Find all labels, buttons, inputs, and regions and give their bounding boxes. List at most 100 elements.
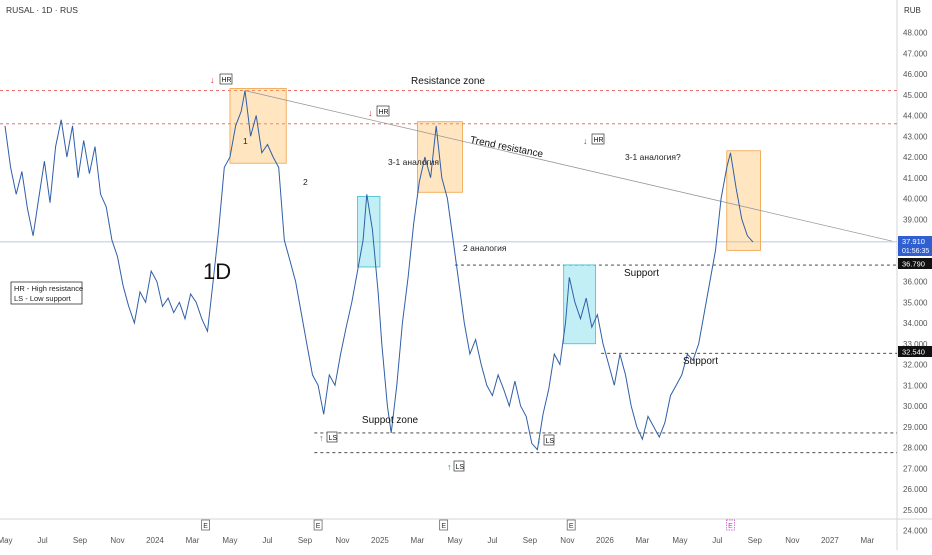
earnings-event-marker: E [569, 523, 574, 530]
currency-label: RUB [904, 6, 921, 15]
y-tick-label: 43.000 [903, 132, 928, 141]
x-tick-label: Mar [411, 536, 425, 545]
ls-tag-frame [326, 431, 338, 443]
y-tick-label: 30.000 [903, 402, 928, 411]
highlight-box-cyan [563, 264, 596, 345]
y-tick-label: 47.000 [903, 49, 928, 58]
support-price-tag: 36.790 [898, 258, 932, 269]
y-tick-label: 26.000 [903, 485, 928, 494]
x-tick-label: Jul [487, 536, 497, 545]
y-tick-label: 34.000 [903, 319, 928, 328]
x-tick-label: Sep [748, 536, 763, 545]
support-price-value: 36.790 [902, 260, 925, 269]
support-zone-label: Suppot zone [362, 415, 419, 426]
earnings-event-marker: E [441, 523, 446, 530]
y-tick-label: 44.000 [903, 112, 928, 121]
support-price-bg [898, 258, 932, 269]
hr-marker-1: ↓ HR [210, 73, 233, 85]
y-tick-label: 45.000 [903, 91, 928, 100]
ls-marker-2: ↑ LS [537, 434, 555, 446]
y-tick-label: 28.000 [903, 444, 928, 453]
legend-box: HR - High resistance LS - Low support [10, 281, 83, 305]
x-tick-label: Mar [860, 536, 874, 545]
analog-3-1-question-label: 3-1 аналогия? [625, 152, 681, 162]
horizontal-levels [0, 90, 897, 454]
hr-tag: HR [379, 109, 389, 116]
support-label-2: Support [683, 356, 718, 367]
y-tick-label: 46.000 [903, 70, 928, 79]
x-tick-label: Nov [335, 536, 349, 545]
y-tick-label: 41.000 [903, 174, 928, 183]
y-tick-label: 24.000 [903, 527, 928, 536]
chart-title: RUSAL · 1D · RUS [6, 5, 78, 15]
x-tick-label: May [672, 536, 687, 545]
hr-tag: HR [222, 77, 232, 84]
x-tick-label: Jul [712, 536, 722, 545]
x-tick-label: Jul [262, 536, 272, 545]
trendline-layer [244, 90, 892, 242]
y-tick-label: 25.000 [903, 506, 928, 515]
hr-tag-frame [376, 105, 390, 117]
x-tick-label: 2026 [596, 536, 614, 545]
earnings-event-frame [313, 519, 323, 531]
y-tick-label: 48.000 [903, 29, 928, 38]
x-tick-label: May [0, 536, 13, 545]
highlight-box-orange [726, 150, 761, 251]
support2-price-value: 32.540 [902, 348, 925, 357]
countdown-value: 01:56:35 [902, 248, 929, 255]
ls-marker-1: ↑ LS [319, 431, 338, 443]
x-tick-label: Nov [560, 536, 574, 545]
arrow-up-icon: ↑ [447, 462, 452, 472]
earnings-event-marker: E [316, 523, 321, 530]
legend-frame [10, 281, 83, 305]
price-axis[interactable]: 48.000 47.000 46.000 45.000 44.000 43.000 42.0… [903, 29, 928, 536]
x-tick-label: 2024 [146, 536, 164, 545]
last-price-bg [898, 236, 932, 256]
x-tick-label: Mar [186, 536, 200, 545]
trend-resistance-line [244, 90, 892, 242]
arrow-up-icon: ↑ [537, 435, 542, 445]
resistance-zone-label: Resistance zone [411, 76, 485, 87]
hr-marker-2: ↓ HR [368, 105, 390, 118]
earnings-event-frame [566, 519, 576, 531]
future-event-marker: E [728, 523, 733, 530]
label-1: 1 [243, 136, 248, 146]
x-tick-label: 2027 [821, 536, 839, 545]
y-tick-label: 32.000 [903, 361, 928, 370]
ls-tag: LS [329, 435, 338, 442]
earnings-event-frame [439, 519, 449, 531]
last-price-value: 37.910 [902, 237, 925, 246]
x-tick-label: 2025 [371, 536, 389, 545]
support-label-1: Support [624, 268, 659, 279]
earnings-event-frame [201, 519, 210, 531]
ls-tag-frame [453, 460, 465, 472]
earnings-event-marker: E [203, 523, 208, 530]
support2-price-tag: 32.540 [898, 346, 932, 357]
x-tick-label: Sep [523, 536, 538, 545]
x-tick-label: Mar [636, 536, 650, 545]
price-line [4, 90, 754, 451]
x-tick-label: Sep [73, 536, 88, 545]
label-2: 2 [303, 177, 308, 187]
y-tick-label: 27.000 [903, 464, 928, 473]
ls-tag: LS [546, 438, 555, 445]
y-tick-label: 42.000 [903, 153, 928, 162]
ls-marker-3: ↑ LS [447, 460, 465, 472]
y-tick-label: 40.000 [903, 195, 928, 204]
hr-tag: HR [594, 137, 604, 144]
hr-tag-frame [219, 73, 233, 85]
time-axis[interactable]: May Jul Sep Nov 2024 Mar May Jul Sep Nov 2025 Mar Ma… [0, 536, 875, 545]
x-tick-label: Sep [298, 536, 313, 545]
y-tick-label: 36.000 [903, 278, 928, 287]
analog-2-label: 2 аналогия [463, 243, 507, 253]
y-tick-label: 31.000 [903, 381, 928, 390]
last-price-tag: 37.910 01:56:35 [898, 236, 932, 256]
y-tick-label: 29.000 [903, 423, 928, 432]
x-tick-label: Nov [785, 536, 799, 545]
x-tick-label: May [222, 536, 237, 545]
interval-label: 1D [203, 259, 231, 284]
legend-hr: HR - High resistance [14, 284, 83, 293]
